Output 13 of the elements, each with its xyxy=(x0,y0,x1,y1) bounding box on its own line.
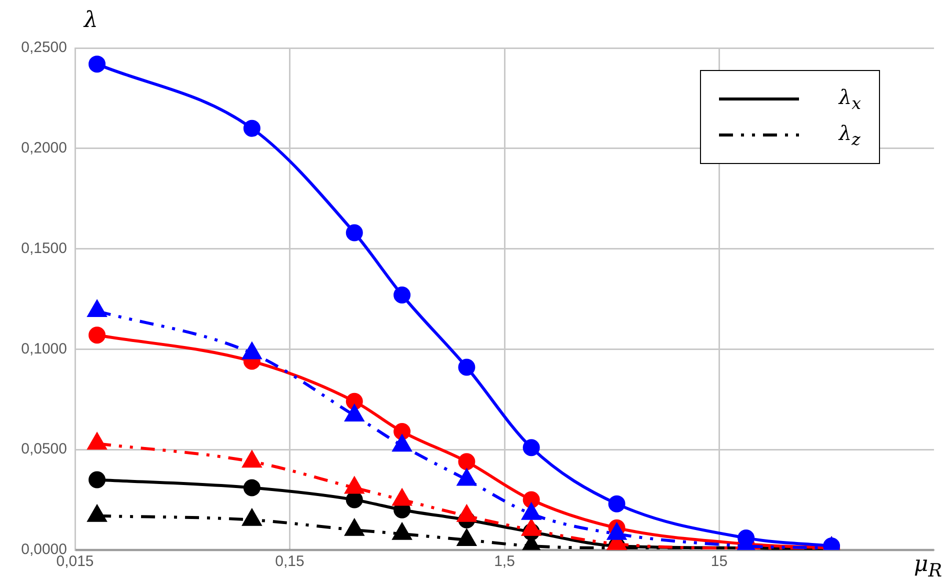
x-tick-label: 0,015 xyxy=(56,553,94,570)
x-axis-title: μ$_{R}$ xyxy=(914,552,942,582)
y-tick-label: 0,1000 xyxy=(21,340,67,358)
legend-label: λ$_{x}$ xyxy=(838,85,861,113)
y-tick-label: 0,2000 xyxy=(21,140,67,157)
x-tick-label: 0,15 xyxy=(275,553,304,570)
y-tick-label: 0,1500 xyxy=(21,240,67,257)
x-tick-label: 1,5 xyxy=(494,553,515,570)
y-axis-title: λ xyxy=(84,8,98,33)
y-tick-label: 0,2500 xyxy=(21,39,67,56)
y-tick-label: 0,0500 xyxy=(21,440,67,458)
x-tick-label: 15 xyxy=(710,553,728,570)
legend-label: λ$_{z}$ xyxy=(838,121,860,149)
